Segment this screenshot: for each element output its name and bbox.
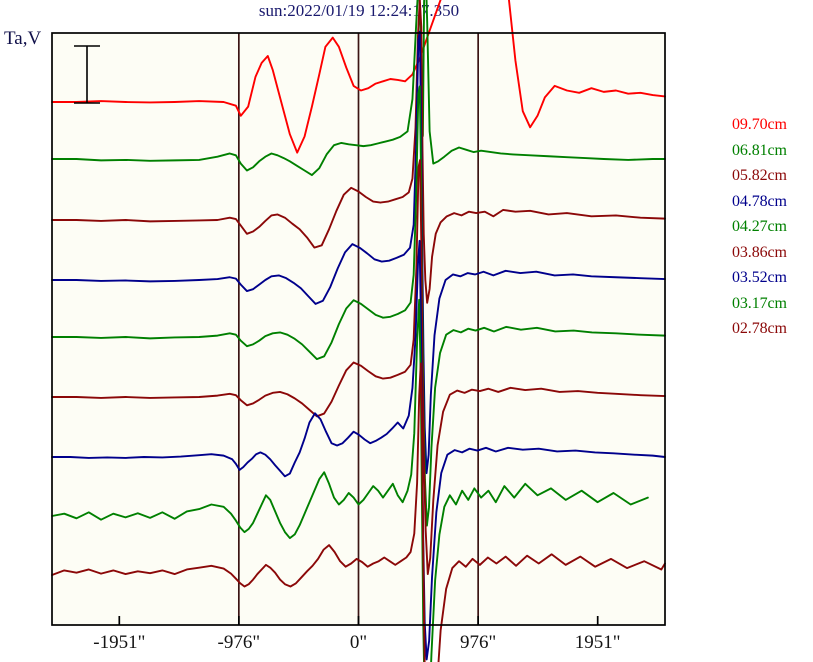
legend-item[interactable]: 04.27cm <box>732 218 787 235</box>
trace-03-86cm <box>51 159 666 576</box>
x-tick-label: 976" <box>460 632 497 653</box>
legend-item[interactable]: 03.17cm <box>732 294 787 312</box>
trace-04-78cm <box>51 30 666 475</box>
trace-03-17cm <box>51 298 649 662</box>
trace-03-52cm <box>51 239 666 661</box>
y-axis-label: Ta,V <box>4 28 42 49</box>
x-tick-label: 1951" <box>574 632 621 653</box>
legend: 09.70cm 06.81cm 05.82cm 04.78cm 04.27cm 03.86… <box>732 112 813 342</box>
trace-06-81cm <box>51 0 666 177</box>
x-tick-label: 0" <box>349 632 368 653</box>
legend-item[interactable]: 03.52cm <box>732 269 787 286</box>
legend-item[interactable]: 02.78cm <box>732 320 787 337</box>
x-tick-label: -1951" <box>93 632 146 653</box>
legend-item[interactable]: 06.81cm <box>732 141 787 159</box>
legend-item[interactable]: 09.70cm <box>732 116 787 133</box>
page-title: sun:2022/01/19 12:24:17.350 <box>258 1 460 20</box>
trace-09-70cm <box>51 0 666 154</box>
trace-04-27cm <box>51 85 666 527</box>
x-axis-ticks <box>118 616 599 625</box>
legend-item[interactable]: 05.82cm <box>732 167 787 184</box>
trace-02-78cm <box>51 362 666 662</box>
scale-bar <box>74 45 100 104</box>
legend-item[interactable]: 03.86cm <box>732 243 787 261</box>
trace-group <box>51 0 666 662</box>
x-tick-label: -976" <box>217 632 261 653</box>
legend-item[interactable]: 04.78cm <box>732 192 787 210</box>
trace-05-82cm <box>51 0 666 304</box>
